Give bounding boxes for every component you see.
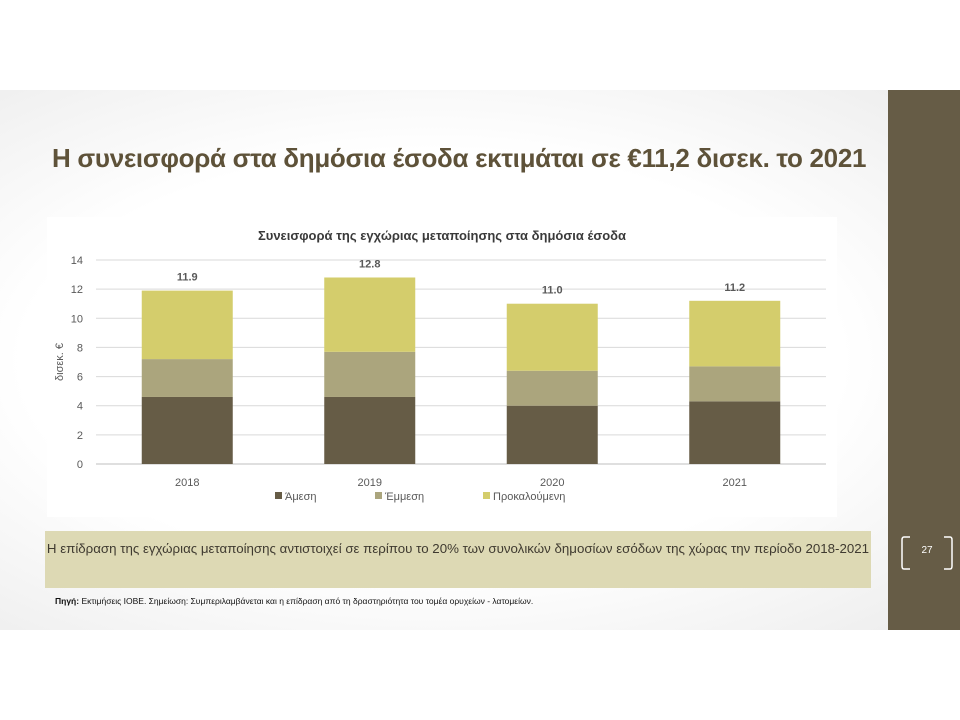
bar-segment <box>141 396 233 464</box>
source-line: Πηγή: Εκτιμήσεις ΙΟΒΕ. Σημείωση: Συμπερι… <box>55 596 533 606</box>
legend-label: Έμμεση <box>384 491 424 503</box>
note-box: Η επίδραση της εγχώριας μεταποίησης αντι… <box>45 531 871 588</box>
y-tick-label: 0 <box>77 459 83 471</box>
source-label: Πηγή: <box>55 596 80 606</box>
page-number-box: 27 <box>900 536 954 570</box>
x-tick-label: 2020 <box>540 477 564 489</box>
bar-segment <box>324 351 416 397</box>
x-tick-label: 2018 <box>175 477 199 489</box>
y-tick-label: 8 <box>77 342 83 354</box>
stacked-bar-chart: Συνεισφορά της εγχώριας μεταποίησης στα … <box>54 228 826 503</box>
bar-segment <box>324 396 416 464</box>
bar-segment <box>689 300 781 367</box>
total-data-label: 11.9 <box>177 272 198 284</box>
legend-label: Άμεση <box>285 491 317 503</box>
bar-segment <box>141 290 233 360</box>
chart-title: Συνεισφορά της εγχώριας μεταποίησης στα … <box>258 228 626 243</box>
source-text: Εκτιμήσεις ΙΟΒΕ. Σημείωση: Συμπεριλαμβάν… <box>79 596 534 606</box>
x-tick-label: 2021 <box>723 477 747 489</box>
page-bracket-icon <box>901 536 953 570</box>
total-data-label: 12.8 <box>359 258 380 270</box>
bar-segment <box>324 277 416 352</box>
total-data-label: 11.0 <box>542 285 563 297</box>
slide-title: Η συνεισφορά στα δημόσια έσοδα εκτιμάται… <box>52 143 867 173</box>
total-data-label: 11.2 <box>724 282 745 294</box>
y-tick-label: 12 <box>71 284 83 296</box>
y-tick-label: 6 <box>77 372 83 384</box>
legend-swatch <box>275 492 282 499</box>
bar-segment <box>506 405 598 464</box>
x-tick-label: 2019 <box>358 477 382 489</box>
bar-segment <box>689 401 781 464</box>
y-tick-label: 4 <box>77 401 83 413</box>
bar-segment <box>689 366 781 402</box>
bar-segment <box>506 370 598 406</box>
legend-swatch <box>375 492 382 499</box>
slide: Η συνεισφορά στα δημόσια έσοδα εκτιμάται… <box>0 90 960 630</box>
legend-label: Προκαλούμενη <box>493 491 565 503</box>
page-number: 27 <box>921 545 933 556</box>
y-tick-label: 10 <box>71 313 83 325</box>
bar-segment <box>141 359 233 397</box>
y-tick-label: 2 <box>77 430 83 442</box>
y-axis-label: δισεκ. € <box>54 343 66 381</box>
chart-area: Συνεισφορά της εγχώριας μεταποίησης στα … <box>47 217 837 517</box>
sidebar-band <box>888 90 960 630</box>
legend-swatch <box>483 492 490 499</box>
y-tick-label: 14 <box>71 255 83 267</box>
bar-segment <box>506 303 598 371</box>
